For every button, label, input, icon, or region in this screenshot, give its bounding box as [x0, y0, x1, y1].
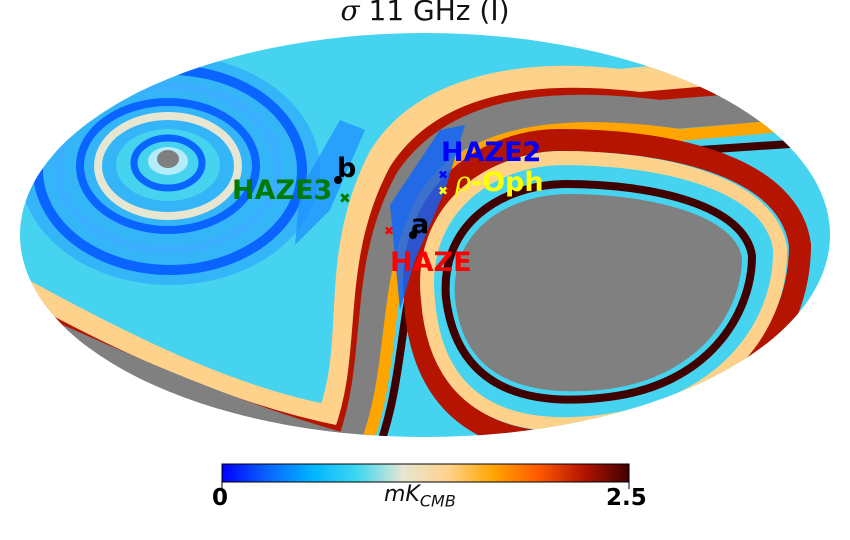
- label-haze2: HAZE2: [441, 137, 541, 168]
- unit-sub: CMB: [419, 491, 456, 511]
- colorbar-max-label: 2.5: [606, 485, 647, 511]
- markers: ✖ ✖ ✖ ✖: [334, 168, 448, 239]
- label-point-a: a: [411, 209, 429, 240]
- marker-b: [334, 176, 342, 184]
- label-rho-oph: ρ-Oph: [454, 167, 544, 198]
- title-symbol: σ: [340, 0, 360, 27]
- left-ring-structure: [20, 55, 320, 285]
- marker-haze3: ✖: [339, 191, 351, 207]
- marker-haze2: ✖: [438, 168, 448, 182]
- colorbar: [221, 463, 630, 483]
- map-title: σ 11 GHz (I): [0, 0, 850, 27]
- haze-wedge: [295, 120, 465, 310]
- marker-rho-oph: ✖: [438, 184, 448, 198]
- title-text: 11 GHz (I): [368, 0, 510, 27]
- marker-a: [409, 231, 417, 239]
- marker-haze: ✖: [384, 224, 394, 238]
- region-labels: HAZE2 ρ-Oph HAZE3 HAZE a b: [232, 137, 544, 278]
- label-point-b: b: [337, 153, 356, 184]
- label-haze: HAZE: [390, 247, 472, 278]
- colorbar-unit: mKCMB: [384, 482, 456, 510]
- label-haze3: HAZE3: [232, 175, 332, 206]
- unit-main: mK: [384, 482, 420, 507]
- colorbar-min-label: 0: [212, 485, 229, 511]
